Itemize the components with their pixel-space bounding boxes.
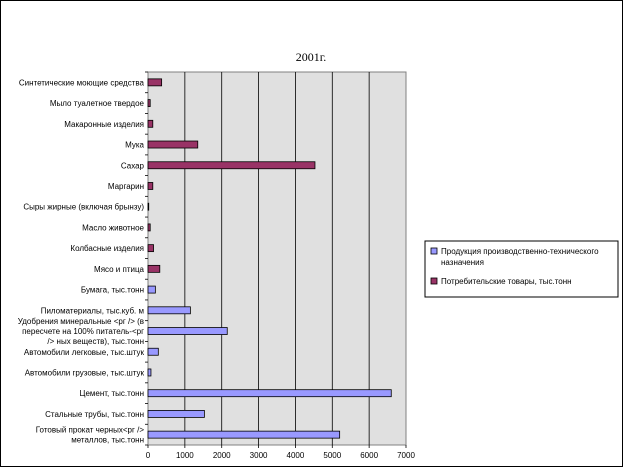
bar [147,410,205,418]
x-axis-ticks: 0 1000 2000 3000 4000 5000 6000 7000 [145,71,415,460]
bar [147,389,392,398]
category-label: Стальные трубы, тыс.тонн [45,410,144,419]
legend-label: Продукция производственно-технического на… [441,247,599,267]
legend-box [424,240,619,298]
bar [147,140,199,149]
grid-lines [184,72,370,445]
bar [147,202,150,211]
bar [147,182,154,190]
bar [147,119,154,128]
category-labels: Синтетические моющие средства Мыло туалет… [18,78,145,444]
legend: Продукция производственно-технического на… [424,240,619,298]
category-label: Удобрения минеральные <рг /> (в пересчете… [18,317,144,346]
bar [147,244,154,253]
legend-swatch [430,277,438,285]
x-tick-label: 4000 [287,451,305,460]
category-label: Мыло туалетное твердое [50,99,145,108]
bar [147,161,316,170]
category-label: Пиломатериалы, тыс.куб. м [41,306,144,315]
legend-swatch [430,247,438,255]
bar [147,285,156,294]
chart-title: 2001г. [296,50,327,64]
category-label: Мясо и птица [94,265,144,274]
bar [147,264,161,273]
category-label: Масло животное [82,223,144,232]
category-label: Синтетические моющие средства [19,78,145,87]
x-tick-label: 3000 [250,451,268,460]
category-label: Макаронные изделия [64,120,144,129]
bar [147,99,151,107]
category-label: Мука [125,141,144,150]
category-label: Готовый прокат черных<рг /> металлов, тыс… [36,426,145,445]
x-tick-label: 6000 [360,451,378,460]
category-label: Сыры жирные (включая брынзу) [23,203,144,212]
x-tick-label: 1000 [176,451,194,460]
x-tick-label: 0 [146,451,151,460]
category-label: Автомобили легковые, тыс.штук [24,348,145,357]
category-label: Маргарин [108,182,144,191]
bar [147,306,191,315]
legend-label: Потребительские товары, тыс.тонн [441,277,572,286]
bar [147,78,163,87]
plot-area [147,71,407,446]
bar [147,223,151,232]
x-tick-label: 5000 [323,451,341,460]
bar [147,430,341,439]
category-label: Автомобили грузовые, тыс.штук [25,368,145,377]
category-label: Колбасные изделия [70,244,144,253]
category-label: Бумага, тыс.тонн [81,286,144,295]
bar [147,347,159,356]
category-label: Сахар [121,161,145,170]
x-tick-label: 2000 [213,451,231,460]
bars [147,78,392,439]
x-tick-label: 7000 [397,451,415,460]
bar [147,327,228,335]
category-label: Цемент, тыс.тонн [80,389,144,398]
bar [147,368,152,377]
